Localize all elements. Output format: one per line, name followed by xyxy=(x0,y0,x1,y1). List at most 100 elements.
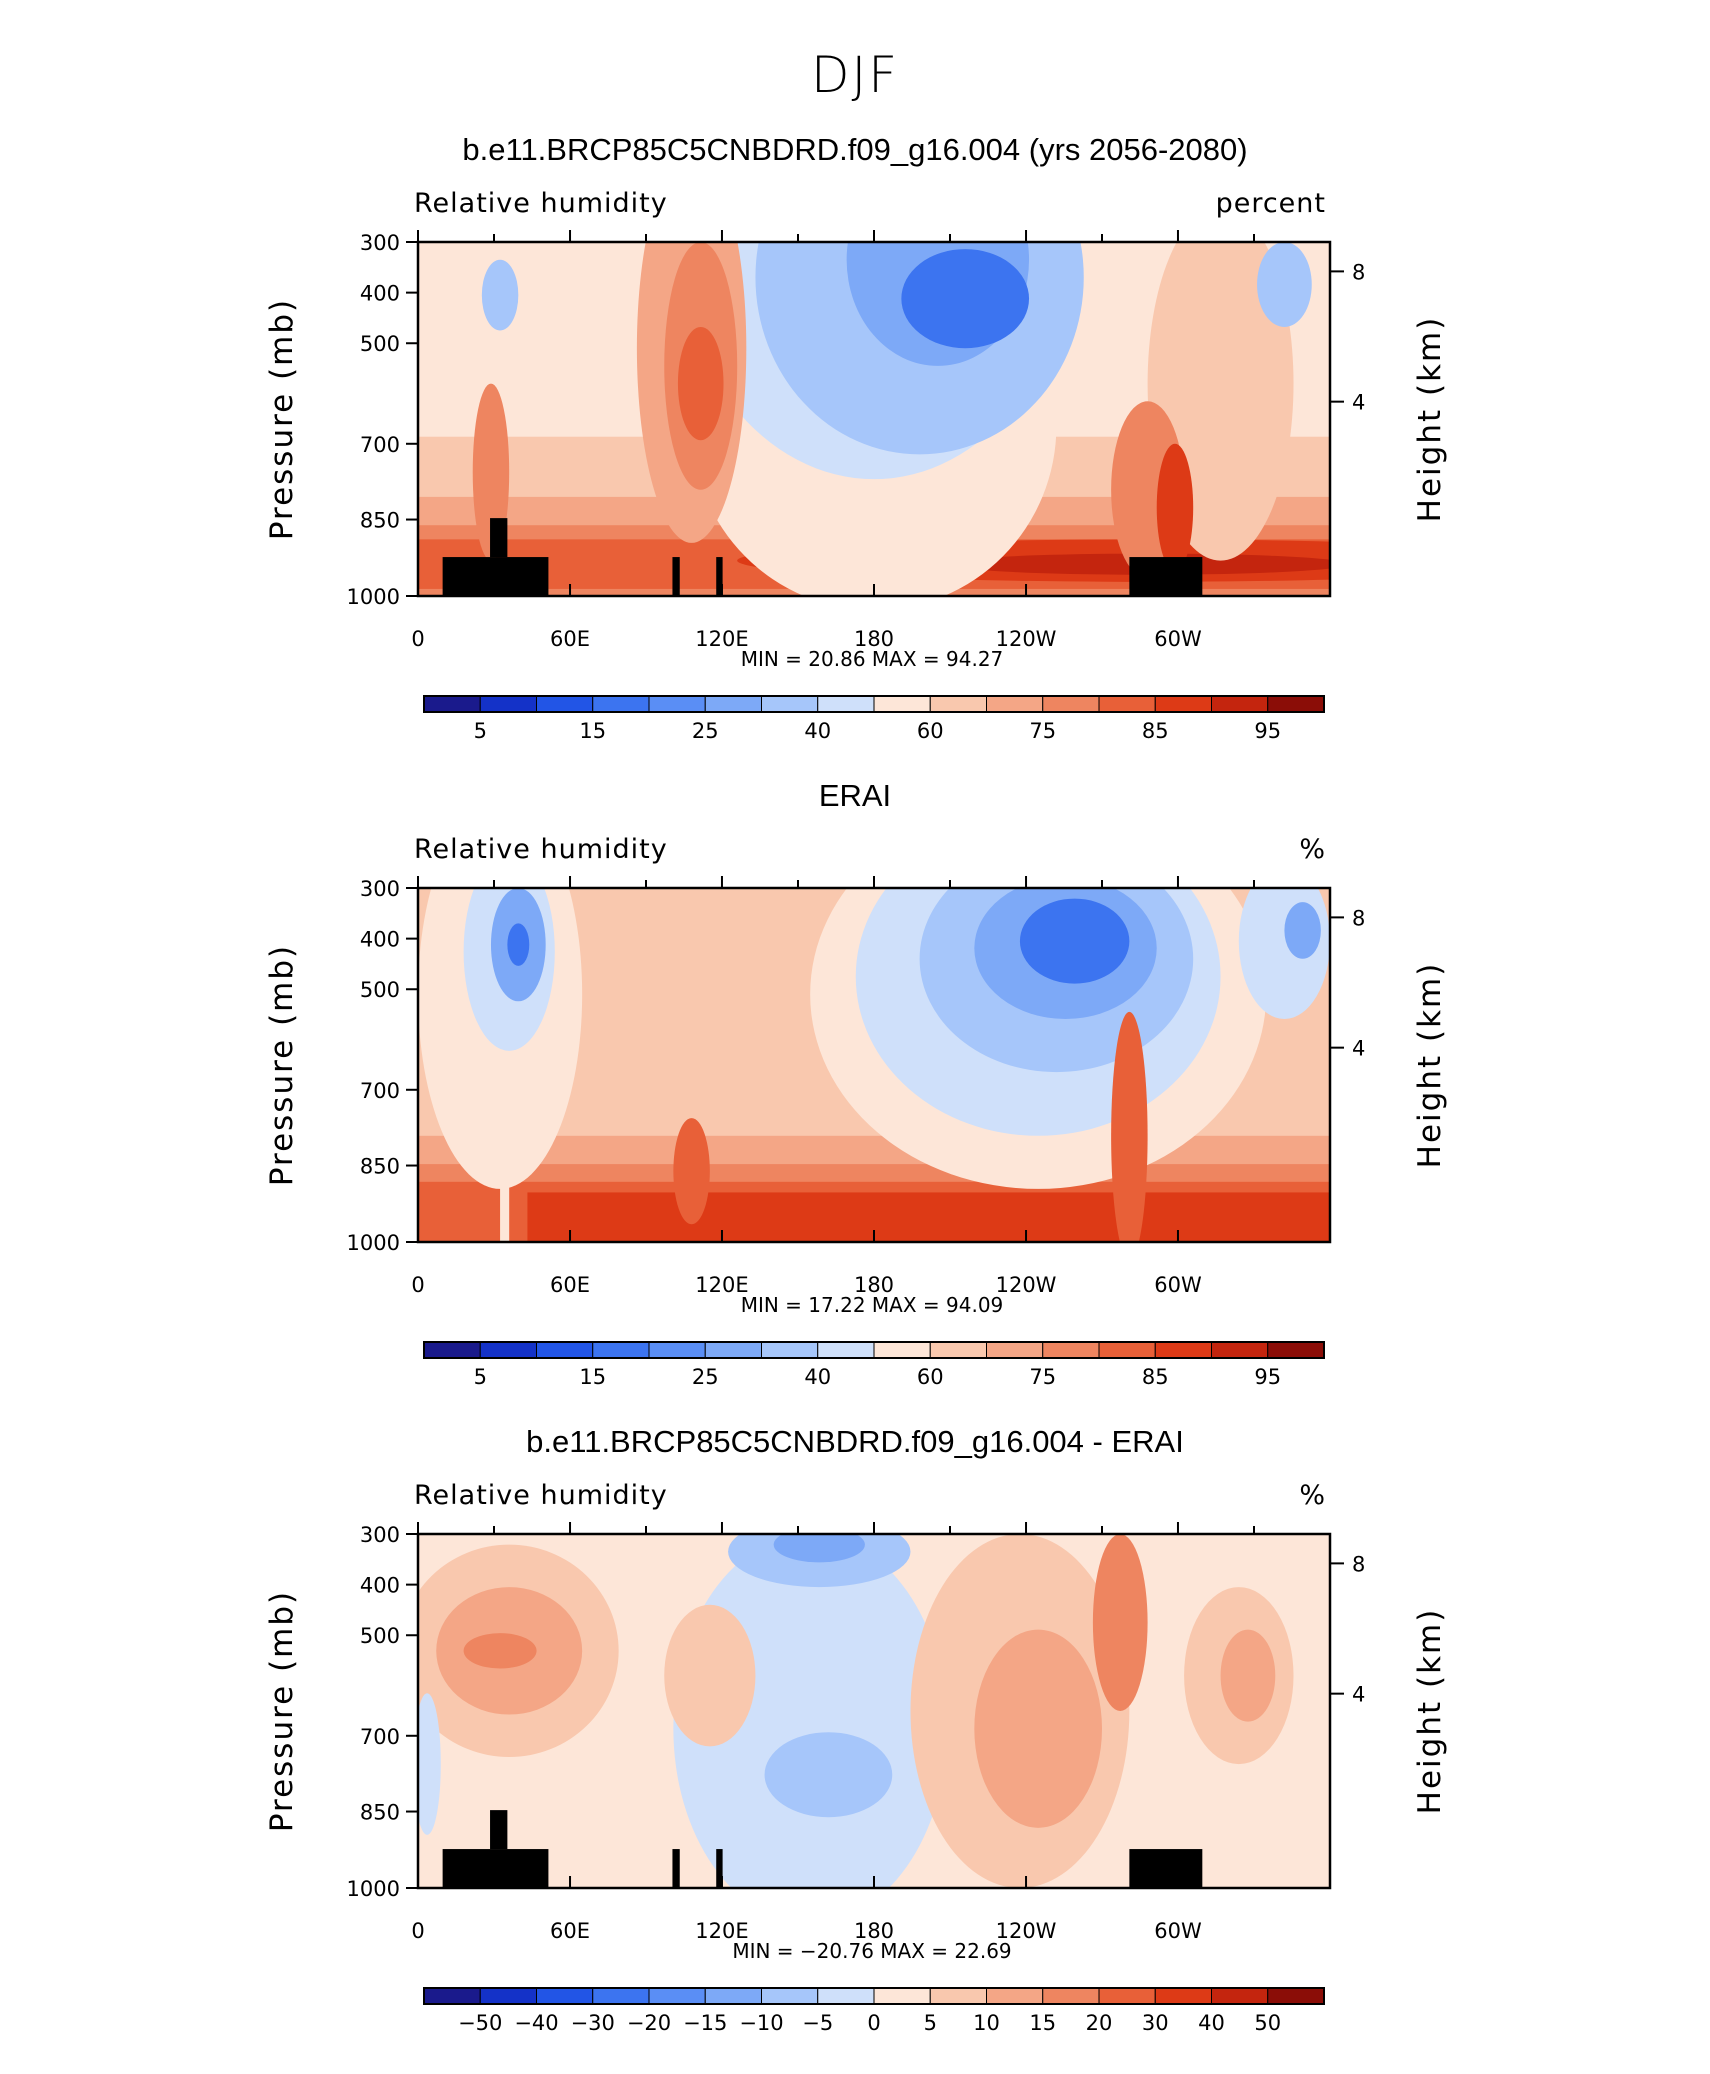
panel-2-title: ERAI xyxy=(818,778,892,813)
y-tick-label: 500 xyxy=(360,978,400,1002)
colorbar-label: 75 xyxy=(1029,1365,1056,1389)
panel-2-units-label: % xyxy=(1299,834,1326,865)
x-tick-label: 60E xyxy=(550,627,590,651)
y-tick-label: 700 xyxy=(360,1725,400,1749)
topography-africa-peak xyxy=(490,1810,508,1850)
field-contour xyxy=(673,1118,710,1225)
y-tick-label: 400 xyxy=(360,928,400,952)
field-contour xyxy=(773,1534,865,1563)
colorbar-label: −40 xyxy=(514,2011,558,2035)
colorbar-label: 85 xyxy=(1142,1365,1169,1389)
colorbar-swatch xyxy=(1042,695,1100,713)
colorbar-swatch xyxy=(817,695,875,713)
y2-axis-label: Height (km) xyxy=(1412,962,1448,1169)
colorbar-swatch xyxy=(761,1987,819,2005)
colorbar-swatch xyxy=(986,1341,1044,1359)
colorbar-swatch xyxy=(1267,1341,1325,1359)
colorbar-label: 15 xyxy=(579,1365,606,1389)
x-tick-label: 0 xyxy=(411,1919,424,1943)
colorbar-swatch xyxy=(929,1341,987,1359)
colorbar-label: 30 xyxy=(1142,2011,1169,2035)
y-tick-label: 850 xyxy=(360,1801,400,1825)
colorbar-label: 40 xyxy=(804,1365,831,1389)
y-tick-label: 850 xyxy=(360,509,400,533)
min-max-stats: MIN = 17.22 MAX = 94.09 xyxy=(741,1293,1004,1317)
colorbar-label: 85 xyxy=(1142,719,1169,743)
field-contour xyxy=(472,383,510,561)
panel-2-chart: 0 60E 120E 180 120W 60W 300 400 500 700 850 1000 8 4 P… xyxy=(264,876,1448,1389)
field-contour xyxy=(1156,443,1194,572)
x-tick-label: 60E xyxy=(550,1273,590,1297)
colorbar-swatch xyxy=(536,695,594,713)
field-contour xyxy=(1092,1534,1148,1711)
y2-tick-label: 8 xyxy=(1352,260,1365,284)
colorbar-swatch xyxy=(592,1987,650,2005)
topography-island xyxy=(716,557,723,596)
x-tick-label: 120W xyxy=(996,1273,1057,1297)
colorbar-label: 50 xyxy=(1254,2011,1281,2035)
colorbar-swatch xyxy=(704,1987,762,2005)
x-tick-label: 180 xyxy=(854,627,894,651)
y2-tick-label: 4 xyxy=(1352,391,1365,415)
panel-1-variable-label: Relative humidity xyxy=(414,188,668,219)
x-tick-label: 120W xyxy=(996,627,1057,651)
field-contour xyxy=(1111,1011,1148,1242)
y2-tick-label: 8 xyxy=(1352,1552,1365,1576)
panel-1-units-label: percent xyxy=(1215,188,1326,219)
topography-andes xyxy=(1129,557,1203,596)
colorbar-swatch xyxy=(929,1987,987,2005)
y-axis-label: Pressure (mb) xyxy=(264,298,300,540)
colorbar-label: −30 xyxy=(571,2011,615,2035)
colorbar-swatch xyxy=(1267,1987,1325,2005)
y2-axis-label: Height (km) xyxy=(1412,316,1448,523)
y-tick-label: 500 xyxy=(360,1624,400,1648)
field-contour xyxy=(1220,1629,1276,1722)
colorbar-swatch xyxy=(536,1987,594,2005)
y-tick-label: 400 xyxy=(360,282,400,306)
colorbar-label: 15 xyxy=(579,719,606,743)
colorbar-swatch xyxy=(873,695,931,713)
colorbar-label: 75 xyxy=(1029,719,1056,743)
x-tick-label: 60W xyxy=(1154,1919,1202,1943)
colorbar-swatch xyxy=(817,1341,875,1359)
colorbar-label: −5 xyxy=(802,2011,833,2035)
field-contour xyxy=(901,249,1030,349)
panel-3-variable-label: Relative humidity xyxy=(414,1480,668,1511)
panel-1-title: b.e11.BRCP85C5CNBDRD.f09_g16.004 (yrs 20… xyxy=(462,132,1248,167)
colorbar-swatch xyxy=(873,1987,931,2005)
colorbar-swatch xyxy=(479,695,537,713)
field-contour xyxy=(764,1732,893,1818)
x-tick-label: 60E xyxy=(550,1919,590,1943)
colorbar-swatch xyxy=(648,1341,706,1359)
topography-africa xyxy=(442,557,549,596)
x-tick-label: 120W xyxy=(996,1919,1057,1943)
y-tick-label: 400 xyxy=(360,1574,400,1598)
colorbar-swatch xyxy=(1154,1341,1212,1359)
colorbar-label: −50 xyxy=(458,2011,502,2035)
y-tick-label: 850 xyxy=(360,1155,400,1179)
colorbar-label: −10 xyxy=(739,2011,783,2035)
colorbar-swatch xyxy=(986,1987,1044,2005)
colorbar-label: 0 xyxy=(867,2011,880,2035)
x-tick-label: 180 xyxy=(854,1919,894,1943)
field-contour xyxy=(463,1633,537,1669)
colorbar-swatch xyxy=(423,695,481,713)
field-contour xyxy=(507,923,530,966)
min-max-stats: MIN = −20.76 MAX = 22.69 xyxy=(732,1939,1011,1963)
topography-island xyxy=(672,557,680,596)
colorbar-label: 10 xyxy=(973,2011,1000,2035)
colorbar-swatch xyxy=(1098,1987,1156,2005)
field-band xyxy=(527,1192,1330,1242)
colorbar-swatch xyxy=(704,1341,762,1359)
x-tick-label: 60W xyxy=(1154,1273,1202,1297)
colorbar-swatch xyxy=(704,695,762,713)
y-tick-label: 500 xyxy=(360,332,400,356)
colorbar-swatch xyxy=(986,695,1044,713)
colorbar-swatch xyxy=(592,1341,650,1359)
colorbar-label: 95 xyxy=(1254,1365,1281,1389)
colorbar-label: 25 xyxy=(692,719,719,743)
colorbar-swatch xyxy=(1042,1987,1100,2005)
colorbar-frame xyxy=(423,1341,1325,1359)
colorbar-frame xyxy=(423,1987,1325,2005)
min-max-stats: MIN = 20.86 MAX = 94.27 xyxy=(741,647,1004,671)
